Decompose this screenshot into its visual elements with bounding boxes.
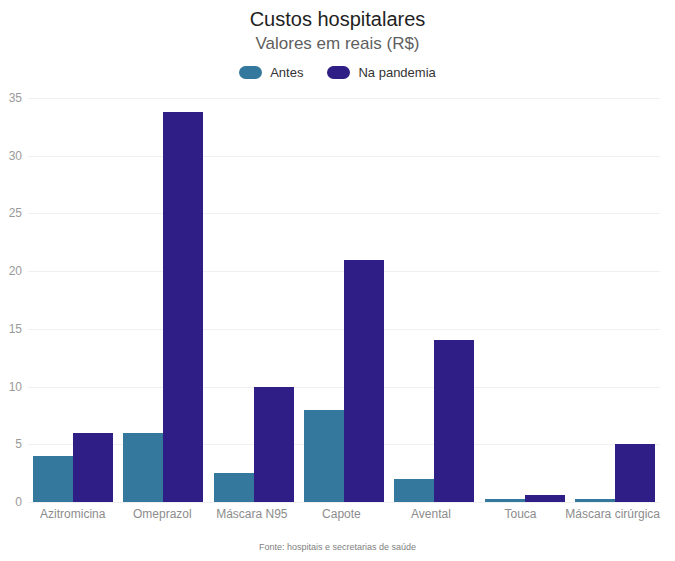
legend-item-0[interactable]: Antes [239,65,303,80]
bar-antes [214,473,254,502]
y-tick-label: 10 [0,380,22,394]
bar-na-pandemia [73,433,113,502]
x-tick-label-3: Capote [297,507,387,521]
bar-group-0 [28,98,118,502]
bar-group-6 [570,98,660,502]
chart-canvas: Custos hospitalares Valores em reais (R$… [0,0,675,561]
bar-antes [575,499,615,502]
x-axis: AzitromicinaOmeprazolMáscara N95CapoteAv… [28,507,660,521]
legend-label: Na pandemia [358,65,435,80]
bar-na-pandemia [344,260,384,502]
chart-title: Custos hospitalares [0,0,675,31]
bar-group-4 [389,98,479,502]
legend-swatch-icon [239,66,262,79]
bar-antes [304,410,344,502]
bar-antes [394,479,434,502]
bar-antes [485,499,525,502]
bar-group-2 [209,98,299,502]
chart-subtitle: Valores em reais (R$) [0,34,675,54]
plot-area: 05101520253035 [28,98,660,502]
bar-group-1 [118,98,208,502]
legend: Antes Na pandemia [0,65,675,80]
bar-group-5 [479,98,569,502]
y-tick-label: 35 [0,91,22,105]
x-tick-label-6: Máscara cirúrgica [565,507,660,521]
y-tick-label: 15 [0,322,22,336]
bar-na-pandemia [163,112,203,502]
bar-na-pandemia [254,387,294,502]
bar-na-pandemia [525,495,565,502]
bar-na-pandemia [434,340,474,502]
x-tick-label-0: Azitromicina [28,507,118,521]
x-tick-label-1: Omeprazol [118,507,208,521]
bar-antes [123,433,163,502]
bar-na-pandemia [615,444,655,502]
y-tick-label: 20 [0,264,22,278]
y-tick-label: 5 [0,437,22,451]
bar-groups [28,98,660,502]
x-tick-label-4: Avental [386,507,476,521]
legend-swatch-icon [327,66,350,79]
gridline [28,502,660,503]
x-tick-label-2: Máscara N95 [207,507,297,521]
bar-antes [33,456,73,502]
y-tick-label: 25 [0,206,22,220]
bar-group-3 [299,98,389,502]
source-note: Fonte: hospitais e secretarias de saúde [0,542,675,552]
legend-item-1[interactable]: Na pandemia [327,65,435,80]
y-tick-label: 0 [0,495,22,509]
legend-label: Antes [270,65,303,80]
x-tick-label-5: Touca [476,507,566,521]
y-tick-label: 30 [0,149,22,163]
